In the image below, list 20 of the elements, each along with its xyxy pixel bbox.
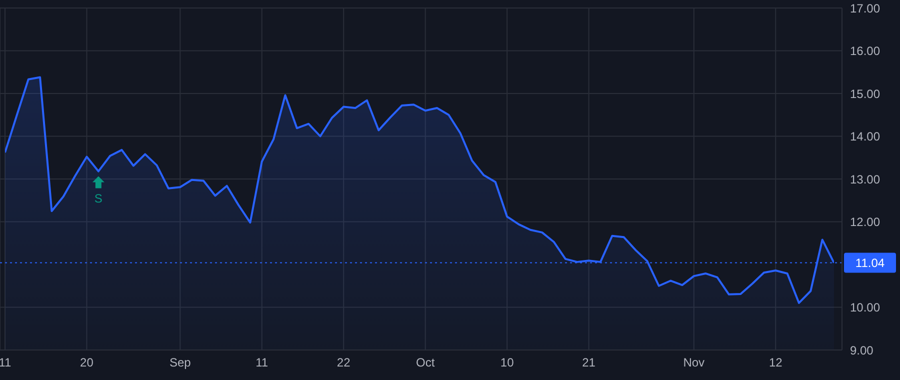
y-tick-label: 17.00 [850,1,880,16]
y-tick-label: 13.00 [850,172,880,186]
x-tick-label: Oct [416,356,436,370]
x-tick-label: 11 [256,356,268,370]
y-tick-label: 10.00 [850,300,880,315]
y-tick-label: 16.00 [850,44,880,58]
y-tick-label: 14.00 [850,130,880,144]
x-tick-label: 22 [336,356,351,370]
ref-line-label: 11.04 [855,256,885,270]
x-tick-label: 10 [500,356,514,370]
x-tick-label: 12 [768,356,783,370]
x-tick-label: Nov [683,356,705,370]
y-tick-label: 15.00 [850,86,880,101]
x-tick-label: Sep [169,356,192,370]
x-tick-label: 20 [80,356,94,370]
annotation: S [94,191,102,206]
x-tick-label: 11 [0,356,12,370]
x-tick-label: 21 [582,356,596,370]
y-tick-label: 9.00 [850,343,874,358]
y-tick-label: 12.00 [850,215,880,230]
